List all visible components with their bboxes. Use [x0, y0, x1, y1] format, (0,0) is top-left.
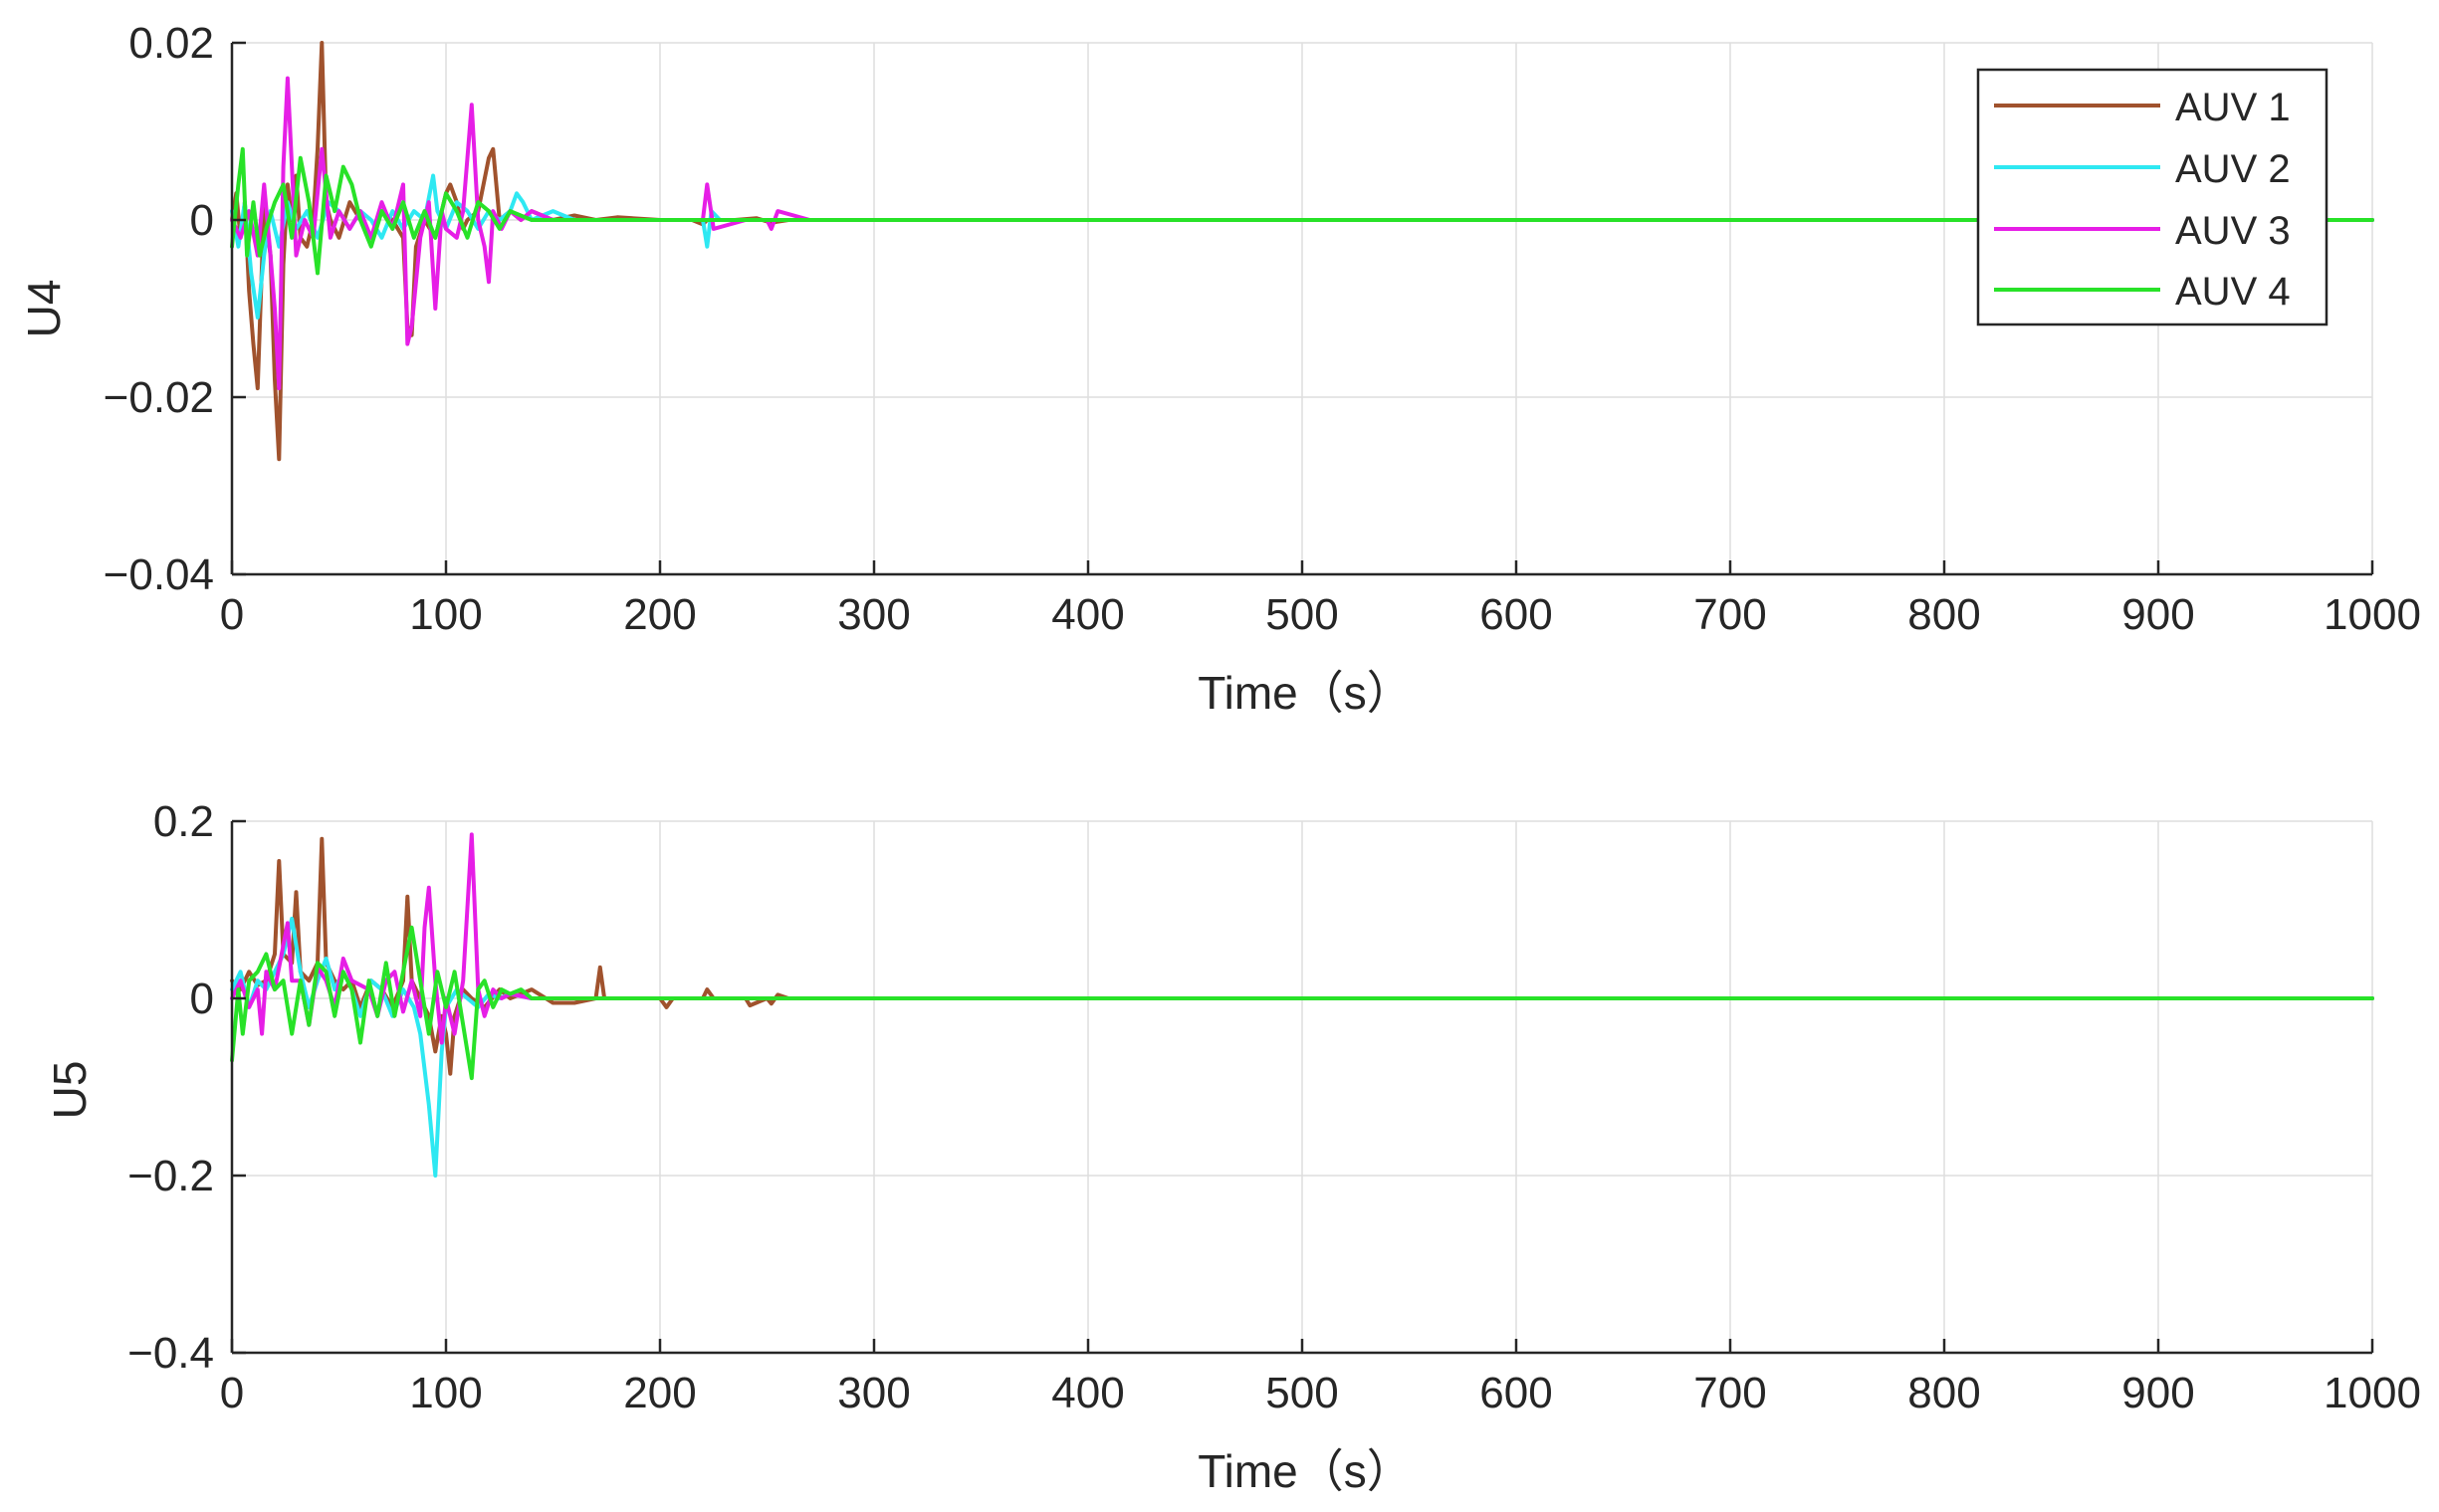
subplot-u4: 0 100 200 300 400 500 600 700 800 900 1000 −0.04−0…	[18, 19, 2421, 719]
y-tick-label-0: −0.4	[127, 1329, 214, 1378]
x-axis-label-u5: Time（s）	[1198, 1445, 1413, 1497]
x-tick-label-7: 700	[1693, 1369, 1766, 1417]
y-axis-label-u4: U4	[18, 280, 70, 338]
y-tick-label-1: −0.02	[104, 373, 214, 422]
y-ticks-u4: −0.04 −0.02 0 0.02	[104, 19, 246, 599]
legend-entry-auv-3: AUV 3	[1994, 209, 2291, 253]
series-line-auv-4	[230, 146, 2374, 276]
legend: AUV 1 AUV 2 AUV 3 AUV 4	[1976, 68, 2328, 326]
x-tick-label-6: 600	[1479, 590, 1552, 639]
x-tick-label-3: 300	[837, 590, 910, 639]
series-line-auv-3	[230, 76, 2374, 391]
x-tick-label-10: 1000	[2324, 590, 2421, 639]
y-tick-label-2: 0	[190, 974, 214, 1023]
y-tick-label-3: 0.2	[153, 797, 214, 846]
x-tick-label-2: 200	[623, 590, 696, 639]
y-tick-label-2: 0	[190, 196, 214, 245]
x-tick-label-10: 1000	[2324, 1369, 2421, 1417]
legend-entry-auv-2: AUV 2	[1994, 147, 2291, 191]
x-tick-label-9: 900	[2121, 590, 2194, 639]
series-lines-u5	[230, 832, 2374, 1178]
legend-label-auv-4: AUV 4	[2175, 270, 2291, 314]
legend-entry-auv-4: AUV 4	[1994, 270, 2291, 314]
x-ticks-u5: 0 100 200 300 400 500 600 700 800 900 1000	[220, 1339, 2421, 1417]
x-tick-label-4: 400	[1051, 590, 1124, 639]
x-tick-label-1: 100	[409, 1369, 482, 1417]
x-tick-label-1: 100	[409, 590, 482, 639]
x-tick-label-0: 0	[220, 1369, 244, 1417]
x-tick-label-7: 700	[1693, 590, 1766, 639]
series-lines-u4	[230, 41, 2374, 462]
series-line-auv-4	[230, 925, 2374, 1081]
x-tick-label-6: 600	[1479, 1369, 1552, 1417]
x-tick-label-9: 900	[2121, 1369, 2194, 1417]
x-tick-label-3: 300	[837, 1369, 910, 1417]
legend-box	[1976, 68, 2328, 326]
y-tick-label-1: −0.2	[127, 1152, 214, 1200]
x-tick-label-2: 200	[623, 1369, 696, 1417]
legend-entry-auv-1: AUV 1	[1994, 86, 2291, 129]
x-tick-label-5: 500	[1265, 1369, 1338, 1417]
subplot-u5: 0 100 200 300 400 500 600 700 800 900 1000 −0.4−0.…	[44, 797, 2421, 1497]
x-axis-label-u4: Time（s）	[1198, 667, 1413, 719]
legend-label-auv-2: AUV 2	[2175, 147, 2291, 191]
x-tick-label-8: 800	[1907, 1369, 1980, 1417]
y-tick-label-3: 0.02	[128, 19, 214, 68]
legend-label-auv-3: AUV 3	[2175, 209, 2291, 253]
x-tick-label-5: 500	[1265, 590, 1338, 639]
legend-label-auv-1: AUV 1	[2175, 86, 2291, 129]
x-ticks-u4: 0 100 200 300 400 500 600 700 800 900 1000	[220, 560, 2421, 639]
y-axis-label-u5: U5	[44, 1061, 96, 1120]
y-ticks-u5: −0.4 −0.2 0 0.2	[127, 797, 246, 1378]
x-tick-label-0: 0	[220, 590, 244, 639]
y-tick-label-0: −0.04	[104, 550, 214, 599]
x-tick-label-8: 800	[1907, 590, 1980, 639]
x-tick-label-4: 400	[1051, 1369, 1124, 1417]
